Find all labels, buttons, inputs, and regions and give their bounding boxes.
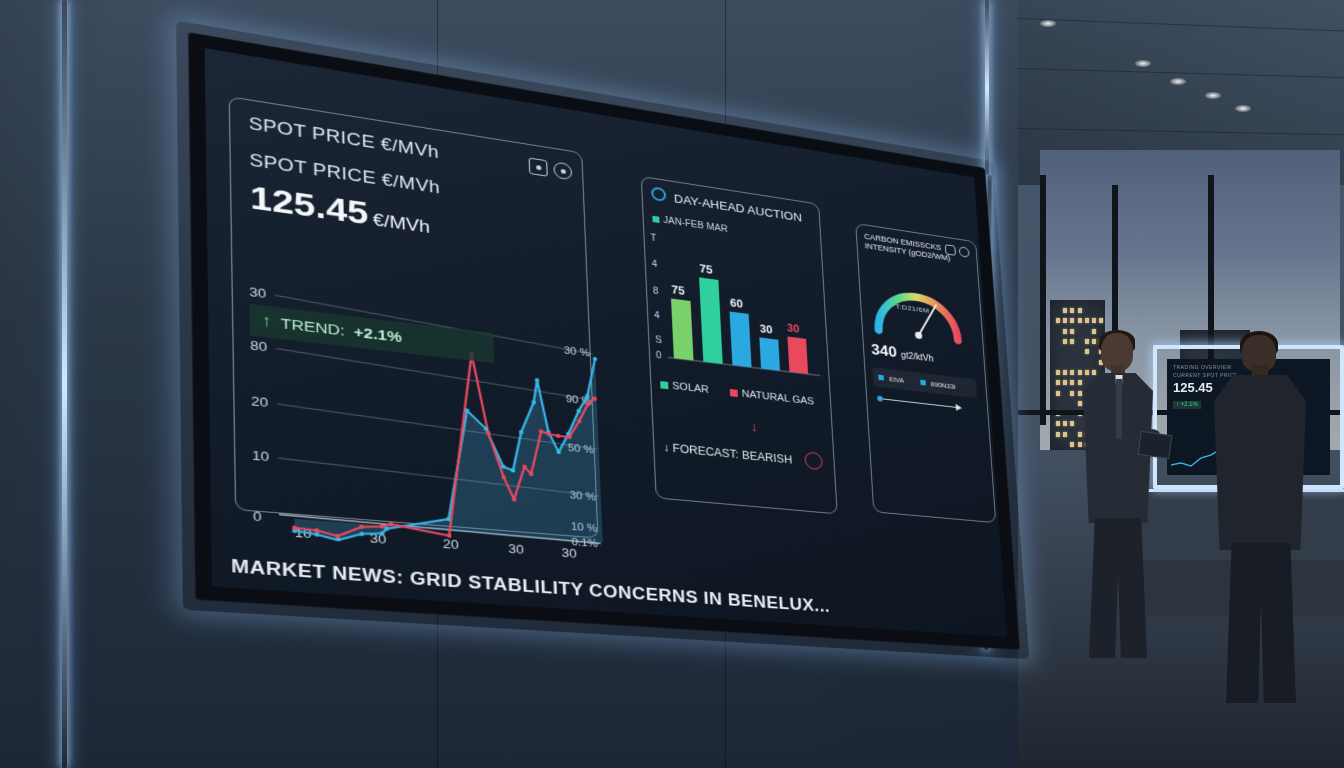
svg-text:75: 75 (699, 262, 713, 276)
svg-text:30: 30 (508, 542, 524, 557)
svg-text:75: 75 (671, 283, 685, 297)
svg-text:0: 0 (656, 350, 662, 361)
svg-text:S: S (655, 335, 662, 346)
svg-text:4: 4 (654, 311, 660, 322)
svg-text:30: 30 (787, 322, 800, 336)
svg-text:T: T (650, 233, 657, 244)
svg-text:0: 0 (253, 509, 262, 524)
svg-text:60: 60 (730, 297, 743, 311)
svg-text:20: 20 (443, 537, 459, 552)
svg-text:20: 20 (251, 394, 268, 410)
svg-text:4: 4 (651, 259, 657, 270)
svg-text:30 %: 30 % (564, 344, 590, 359)
svg-text:30: 30 (759, 323, 772, 337)
svg-text:8: 8 (653, 286, 659, 297)
svg-text:30: 30 (249, 285, 266, 301)
svg-text:30: 30 (561, 546, 577, 561)
svg-text:80: 80 (250, 339, 267, 355)
svg-text:10: 10 (252, 449, 269, 465)
